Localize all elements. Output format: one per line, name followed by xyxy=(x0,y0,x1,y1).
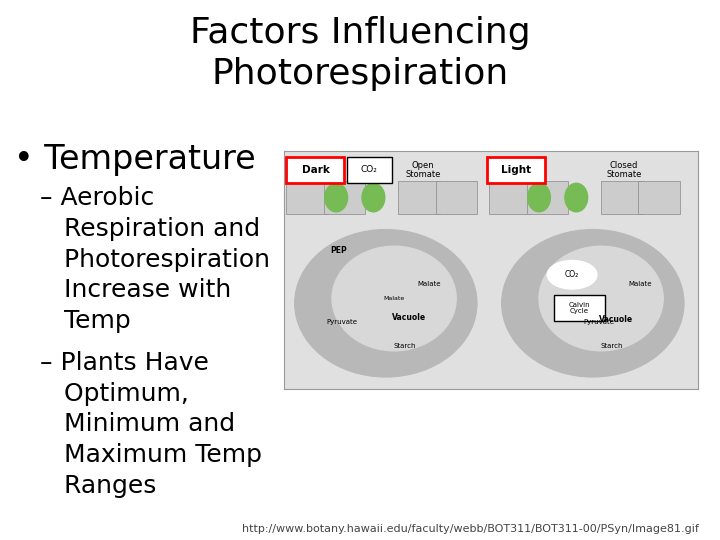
Text: Pyruvate: Pyruvate xyxy=(583,319,615,325)
Text: CO₂: CO₂ xyxy=(565,270,580,279)
FancyBboxPatch shape xyxy=(601,181,642,214)
FancyBboxPatch shape xyxy=(487,157,545,183)
Ellipse shape xyxy=(325,183,348,212)
Text: Malate: Malate xyxy=(384,296,405,301)
FancyBboxPatch shape xyxy=(287,157,344,183)
FancyBboxPatch shape xyxy=(324,181,365,214)
Text: Malate: Malate xyxy=(629,281,652,287)
Text: – Plants Have
   Optimum,
   Minimum and
   Maximum Temp
   Ranges: – Plants Have Optimum, Minimum and Maxim… xyxy=(40,351,261,497)
Text: Light: Light xyxy=(501,165,531,175)
FancyBboxPatch shape xyxy=(436,181,477,214)
Text: Starch: Starch xyxy=(600,343,623,349)
Text: http://www.botany.hawaii.edu/faculty/webb/BOT311/BOT311-00/PSyn/Image81.gif: http://www.botany.hawaii.edu/faculty/web… xyxy=(241,523,698,534)
FancyBboxPatch shape xyxy=(526,181,568,214)
Text: CO₂: CO₂ xyxy=(361,165,378,174)
Ellipse shape xyxy=(332,246,456,351)
Text: Factors Influencing
Photorespiration: Factors Influencing Photorespiration xyxy=(189,16,531,91)
Text: Calvin
Cycle: Calvin Cycle xyxy=(569,302,590,314)
FancyBboxPatch shape xyxy=(639,181,680,214)
FancyBboxPatch shape xyxy=(398,181,440,214)
Ellipse shape xyxy=(539,246,663,351)
Text: Pyruvate: Pyruvate xyxy=(327,319,358,325)
FancyBboxPatch shape xyxy=(554,295,606,321)
Ellipse shape xyxy=(294,230,477,377)
Text: • Temperature: • Temperature xyxy=(14,143,256,176)
Ellipse shape xyxy=(528,183,550,212)
Text: Vacuole: Vacuole xyxy=(598,315,633,325)
FancyBboxPatch shape xyxy=(346,157,392,183)
Text: Dark: Dark xyxy=(302,165,329,175)
Text: Starch: Starch xyxy=(393,343,415,349)
Text: Vacuole: Vacuole xyxy=(392,313,426,322)
Circle shape xyxy=(547,260,597,289)
FancyBboxPatch shape xyxy=(287,181,328,214)
Ellipse shape xyxy=(565,183,588,212)
Ellipse shape xyxy=(502,230,684,377)
Text: Open
Stomate: Open Stomate xyxy=(405,160,441,179)
Text: Closed
Stomate: Closed Stomate xyxy=(606,160,642,179)
Text: – Aerobic
   Respiration and
   Photorespiration
   Increase with
   Temp: – Aerobic Respiration and Photorespirati… xyxy=(40,186,269,333)
FancyBboxPatch shape xyxy=(490,181,531,214)
Text: PEP: PEP xyxy=(330,246,346,255)
Ellipse shape xyxy=(362,183,384,212)
Text: Malate: Malate xyxy=(418,281,441,287)
